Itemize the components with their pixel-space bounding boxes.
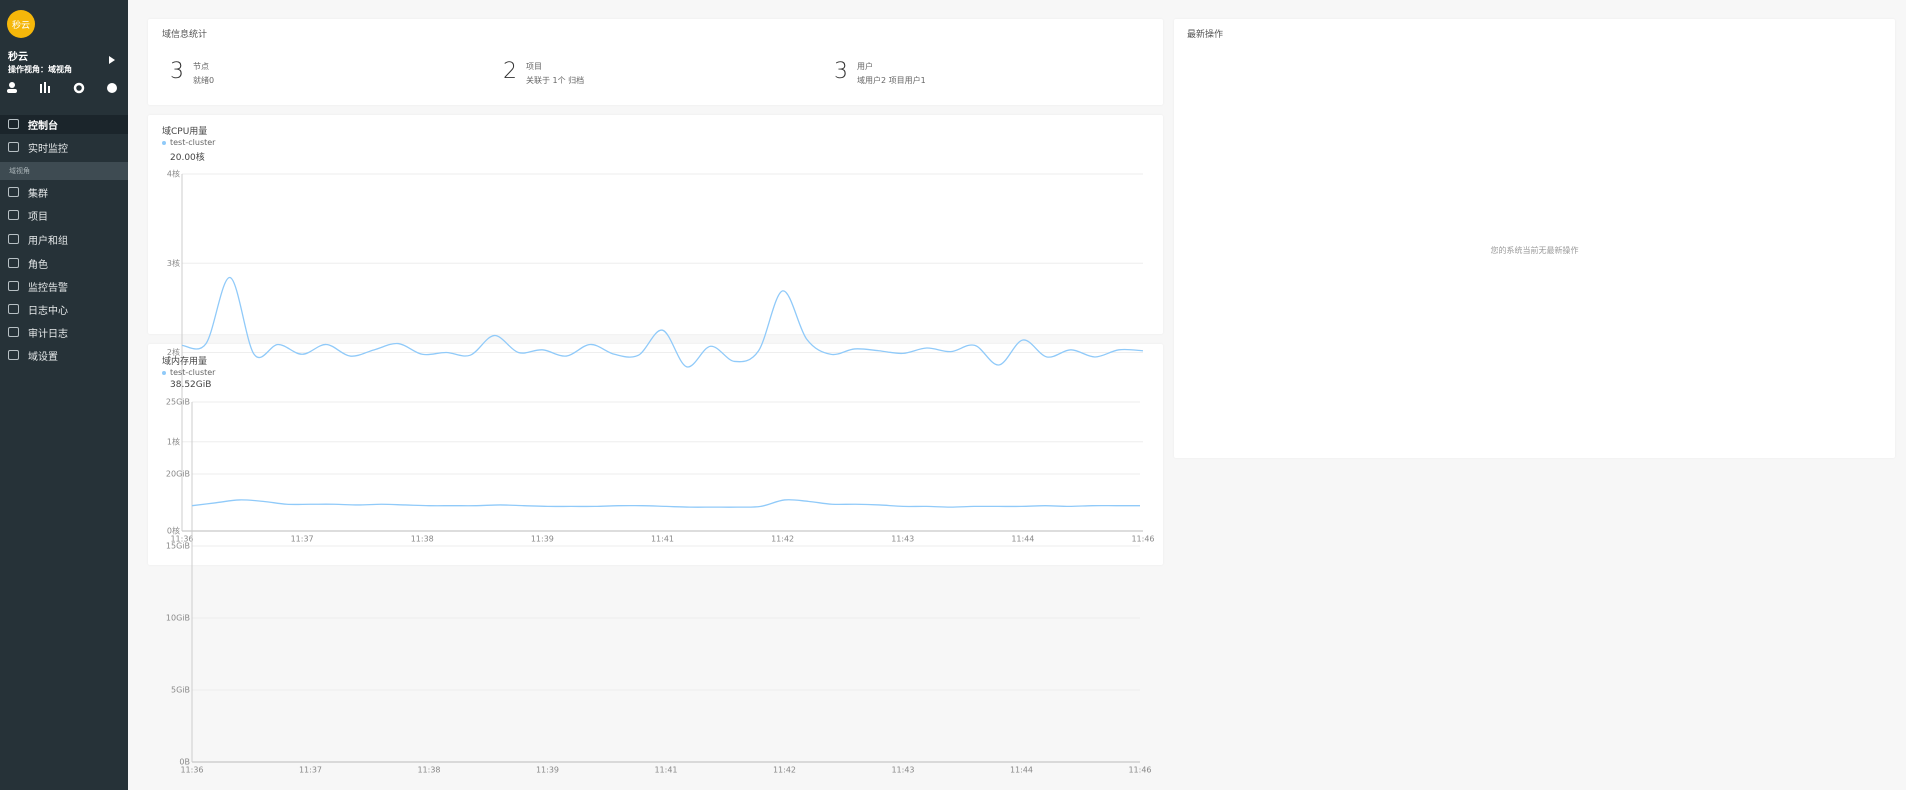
x-tick-label: 11:36 — [170, 535, 193, 544]
y-tick-label: 0B — [179, 758, 190, 767]
cpu-card — [148, 115, 1163, 334]
legend-dot — [162, 371, 166, 375]
legend-name: test-cluster — [170, 368, 216, 377]
logo[interactable] — [7, 10, 35, 38]
stat-value: 3 — [170, 59, 184, 84]
legend-value: 20.00核 — [170, 153, 205, 163]
x-tick-label: 11:43 — [891, 766, 914, 775]
x-tick-label: 11:39 — [536, 766, 559, 775]
logo-text: 秒云 — [11, 21, 30, 31]
menu-icon[interactable] — [8, 187, 19, 197]
menu-icon[interactable] — [8, 142, 19, 152]
menu-icon[interactable] — [8, 327, 19, 337]
menu-item[interactable]: 集群 — [28, 189, 48, 200]
menu-icon[interactable] — [8, 210, 19, 220]
x-tick-label: 11:38 — [417, 766, 440, 775]
x-tick-label: 11:36 — [180, 766, 203, 775]
x-tick-label: 11:44 — [1011, 535, 1034, 544]
active-menu-bg — [0, 115, 128, 134]
user-name: 秒云 — [8, 52, 28, 63]
legend-value: 38.52GiB — [170, 380, 212, 390]
line-series — [191, 499, 1140, 508]
menu-item[interactable]: 域设置 — [28, 352, 58, 363]
y-tick-label: 5GiB — [171, 686, 190, 695]
legend-dot — [162, 141, 166, 145]
empty-text: 您的系统当前无最新操作 — [1490, 246, 1579, 255]
menu-icon[interactable] — [8, 234, 19, 244]
stat-label: 项目 — [526, 62, 542, 71]
x-tick-label: 11:39 — [531, 535, 554, 544]
stat-sub: 就绪0 — [193, 76, 215, 85]
y-tick-label: 2核 — [167, 347, 180, 357]
chart-title: 域内存用量 — [162, 357, 208, 367]
menu-item[interactable]: 实时监控 — [28, 144, 68, 155]
menu-icon[interactable] — [8, 258, 19, 268]
sidebar: 秒云 秒云 操作视角：域视角 域视角 控制台实时监控集群项目用户和组角色监控告警… — [0, 0, 128, 790]
stat-sub: 关联于 1个 归档 — [526, 76, 585, 85]
menu-item[interactable]: 项目 — [28, 212, 48, 223]
menu-item[interactable]: 日志中心 — [28, 306, 68, 317]
expand-arrow[interactable] — [109, 56, 115, 64]
settings-icon[interactable] — [73, 82, 85, 94]
x-tick-label: 11:41 — [654, 766, 677, 775]
stat-value: 2 — [503, 59, 517, 84]
x-tick-label: 11:38 — [411, 535, 434, 544]
y-tick-label: 1核 — [167, 436, 180, 446]
menu-icon[interactable] — [8, 304, 19, 314]
stat-sub: 域用户2 项目用户1 — [857, 76, 926, 85]
y-tick-label: 15GiB — [166, 542, 190, 551]
memory-card — [148, 344, 1163, 565]
x-tick-label: 11:43 — [891, 535, 914, 544]
x-tick-label: 11:42 — [773, 766, 796, 775]
chart-title: 域CPU用量 — [162, 127, 208, 137]
stats-card: 域信息统计 — [148, 19, 1163, 105]
stats-icon[interactable] — [40, 82, 50, 93]
y-tick-label: 0核 — [167, 526, 180, 536]
menu-item[interactable]: 用户和组 — [28, 236, 68, 247]
menu-item[interactable]: 审计日志 — [28, 329, 68, 340]
section-bg — [0, 162, 128, 180]
y-tick-label: 4核 — [167, 169, 180, 179]
menu-icon[interactable] — [8, 281, 19, 291]
y-tick-label: 20GiB — [166, 470, 190, 479]
stat-label: 用户 — [857, 62, 873, 71]
sidebar-icons — [7, 82, 117, 94]
perspective[interactable]: 操作视角：域视角 — [8, 65, 72, 74]
menu-icon[interactable] — [8, 350, 19, 360]
menu-item[interactable]: 角色 — [28, 260, 48, 271]
menu-item[interactable]: 控制台 — [28, 121, 58, 132]
legend-name: test-cluster — [170, 138, 216, 147]
menu-icon[interactable] — [8, 119, 19, 129]
card-title: 域信息统计 — [162, 30, 208, 40]
line-series — [181, 276, 1144, 368]
palette-icon[interactable] — [107, 83, 117, 93]
y-tick-label: 10GiB — [166, 614, 190, 623]
x-tick-label: 11:41 — [651, 535, 674, 544]
menu-item[interactable]: 监控告警 — [28, 283, 68, 294]
x-tick-label: 11:37 — [299, 766, 322, 775]
stat-value: 3 — [834, 59, 848, 84]
section-label: 域视角 — [9, 167, 30, 175]
y-tick-label: 25GiB — [166, 398, 190, 407]
y-tick-label: 3核 — [167, 258, 180, 268]
x-tick-label: 11:46 — [1128, 766, 1151, 775]
x-tick-label: 11:42 — [771, 535, 794, 544]
user-icon[interactable] — [7, 82, 17, 93]
recent-card: 最新操作 您的系统当前无最新操作 — [1174, 19, 1895, 458]
stat-label: 节点 — [193, 62, 209, 71]
x-tick-label: 11:37 — [291, 535, 314, 544]
card-title: 最新操作 — [1187, 30, 1224, 40]
x-tick-label: 11:46 — [1131, 535, 1154, 544]
x-tick-label: 11:44 — [1010, 766, 1033, 775]
